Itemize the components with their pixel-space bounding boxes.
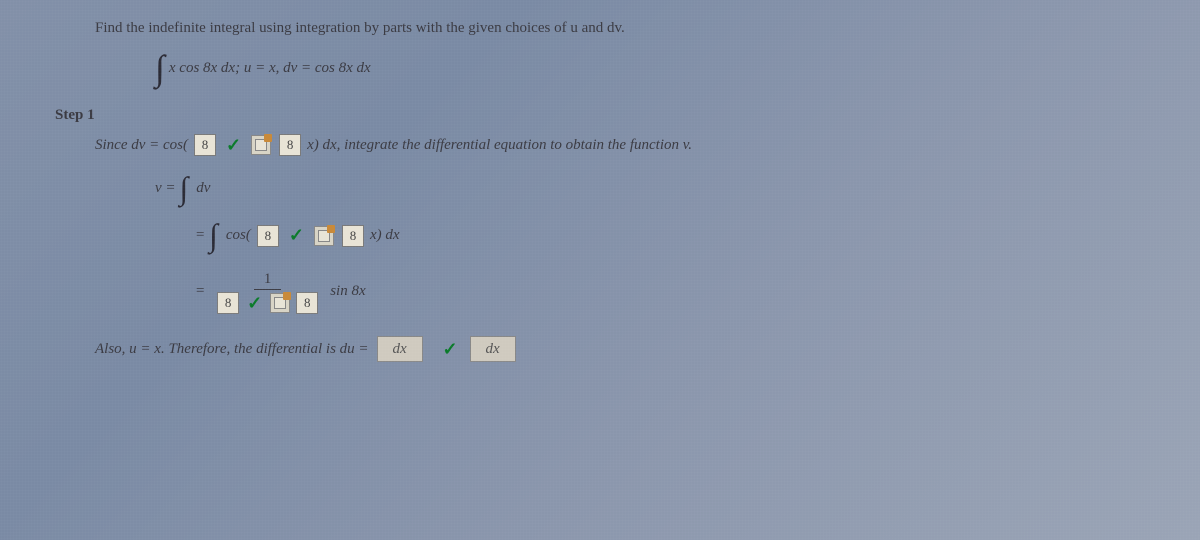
instruction-text: Find the indefinite integral using integ… <box>95 20 1140 37</box>
check-icon: ✓ <box>289 225 304 246</box>
step-label: Step 1 <box>55 107 95 123</box>
v-integral-line: = ∫ cos( 8 ✓ 8 x) dx <box>195 217 1140 254</box>
check-icon: ✓ <box>226 135 241 156</box>
integral-sign-icon: ∫ <box>180 170 189 207</box>
integral-sign-icon: ∫ <box>155 47 165 89</box>
instruction-content: Find the indefinite integral using integ… <box>95 20 625 37</box>
equals-sign: = <box>195 283 205 300</box>
xdx-text: x) dx <box>370 227 400 244</box>
since-line: Since dv = cos( 8 ✓ 8 x) dx, integrate t… <box>95 134 1140 156</box>
fraction-numerator: 1 <box>254 268 282 290</box>
step-heading: Step 1 <box>55 107 1140 124</box>
v-definition-line: v = ∫ dv <box>155 170 1140 207</box>
denom-input-1[interactable]: 8 <box>217 292 239 314</box>
since-prefix: Since dv = cos( <box>95 137 188 154</box>
du-answer-input[interactable]: dx <box>377 336 423 362</box>
dv-text: dv <box>196 180 210 197</box>
expand-icon[interactable] <box>314 226 334 246</box>
dv-coeff-input-2[interactable]: 8 <box>279 134 301 156</box>
dv-coeff-input-1[interactable]: 8 <box>194 134 216 156</box>
also-line: Also, u = x. Therefore, the differential… <box>95 336 1140 362</box>
equals-sign: = <box>195 227 205 244</box>
check-icon: ✓ <box>443 339 458 360</box>
cos-coeff-input-2[interactable]: 8 <box>342 225 364 247</box>
v-result-line: = 1 8 ✓ 8 sin 8x <box>195 268 1140 314</box>
cos-coeff-input-1[interactable]: 8 <box>257 225 279 247</box>
expand-icon[interactable] <box>270 293 290 313</box>
since-suffix: x) dx, integrate the differential equati… <box>307 137 692 154</box>
fraction-denominator: 8 ✓ 8 <box>215 290 320 314</box>
check-icon: ✓ <box>247 293 262 314</box>
given-integral: ∫ x cos 8x dx; u = x, dv = cos 8x dx <box>155 47 1140 89</box>
cos-open: cos( <box>226 227 251 244</box>
denom-input-2[interactable]: 8 <box>296 292 318 314</box>
v-equals: v = <box>155 180 176 197</box>
expand-icon[interactable] <box>251 135 271 155</box>
du-answer-display: dx <box>470 336 516 362</box>
fraction: 1 8 ✓ 8 <box>215 268 320 314</box>
also-text: Also, u = x. Therefore, the differential… <box>95 341 369 358</box>
integral-sign-icon: ∫ <box>209 217 218 254</box>
sin-text: sin 8x <box>330 283 365 300</box>
integrand-text: x cos 8x dx; u = x, dv = cos 8x dx <box>169 60 371 77</box>
